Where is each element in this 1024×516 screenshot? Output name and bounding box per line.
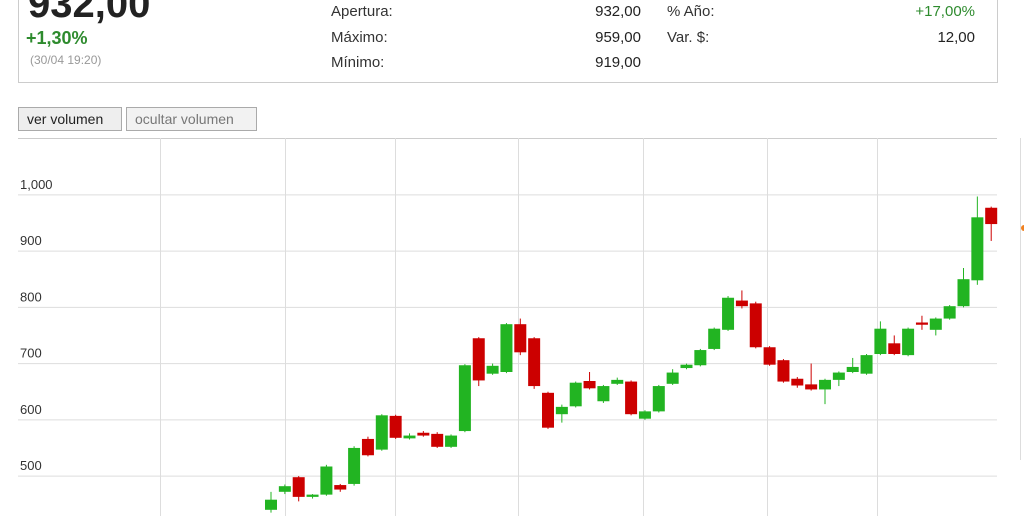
- candle-body: [514, 324, 527, 353]
- candle-body: [278, 486, 291, 492]
- candle-body: [625, 381, 638, 415]
- candle-body: [597, 386, 610, 402]
- candle-body: [569, 382, 582, 407]
- y-tick-label: 900: [20, 233, 42, 248]
- candle-body: [680, 364, 693, 369]
- candle-body: [555, 406, 568, 415]
- candle-body: [638, 411, 651, 419]
- candle-body: [694, 350, 707, 366]
- candle-body: [666, 372, 679, 384]
- y-tick-label: 600: [20, 402, 42, 417]
- candle-body: [472, 338, 485, 381]
- candle-body: [957, 279, 970, 307]
- candle-body: [500, 324, 513, 372]
- candle-body: [763, 347, 776, 365]
- candle-body: [749, 303, 762, 348]
- candle-body: [819, 379, 831, 390]
- candle-body: [528, 338, 541, 387]
- quote-box: [18, 0, 998, 83]
- candle-body: [708, 328, 721, 349]
- candle-body: [431, 433, 444, 447]
- time: (30/04 19:20): [30, 53, 102, 67]
- stat-value: +17,00%: [915, 3, 975, 20]
- candle-body: [888, 343, 901, 354]
- candle-body: [320, 466, 333, 495]
- side-marker: [1021, 225, 1024, 231]
- stat-label: % Año:: [667, 3, 715, 20]
- y-tick-label: 700: [20, 346, 42, 361]
- stat-value: 12,00: [937, 29, 975, 46]
- candle-body: [542, 392, 554, 428]
- candle-body: [348, 447, 361, 484]
- change: +1,30%: [26, 28, 88, 48]
- stat-label: Apertura:: [331, 3, 393, 20]
- candle-body: [486, 365, 499, 374]
- candle-body: [943, 306, 956, 319]
- candle-body: [874, 328, 887, 354]
- stat-value: 919,00: [595, 54, 641, 71]
- show-volume-button[interactable]: ver volumen: [18, 107, 122, 131]
- candle-body: [929, 318, 942, 330]
- candle-body: [389, 415, 402, 438]
- candle-body: [985, 207, 998, 225]
- candle-body: [722, 297, 735, 330]
- candle-body: [403, 435, 416, 439]
- stat-value: 932,00: [595, 3, 641, 20]
- stat-value: 959,00: [595, 29, 641, 46]
- candle-body: [417, 432, 430, 436]
- candle-body: [652, 386, 665, 412]
- stat-label: Var. $:: [667, 29, 710, 46]
- candle-body: [832, 372, 845, 380]
- candle-body: [458, 365, 471, 432]
- candle-body: [583, 381, 596, 389]
- y-tick-label: 500: [20, 458, 42, 473]
- candle-body: [902, 328, 915, 356]
- y-tick-label: 800: [20, 289, 42, 304]
- price: 932,00: [28, 0, 151, 26]
- candle-body: [777, 360, 790, 382]
- date-grid: [160, 138, 878, 516]
- candle-body: [265, 499, 277, 510]
- candle-body: [445, 435, 458, 447]
- hide-volume-button[interactable]: ocultar volumen: [126, 107, 257, 131]
- candle-body: [334, 485, 347, 490]
- stat-label: Máximo:: [331, 29, 388, 46]
- candle-body: [611, 379, 624, 384]
- y-tick-label: 1,000: [20, 177, 53, 192]
- stat-label: Mínimo:: [331, 54, 385, 71]
- candle-body: [292, 477, 305, 497]
- candle-body: [791, 378, 804, 386]
- candle-body: [805, 384, 818, 390]
- candle-body: [971, 217, 984, 281]
- candle-body: [735, 300, 748, 307]
- candle-body: [361, 438, 374, 456]
- candle-body: [846, 366, 859, 372]
- candle-body: [375, 415, 388, 450]
- candle-body: [306, 494, 319, 497]
- candle-body: [915, 322, 928, 325]
- candle-body: [860, 355, 873, 374]
